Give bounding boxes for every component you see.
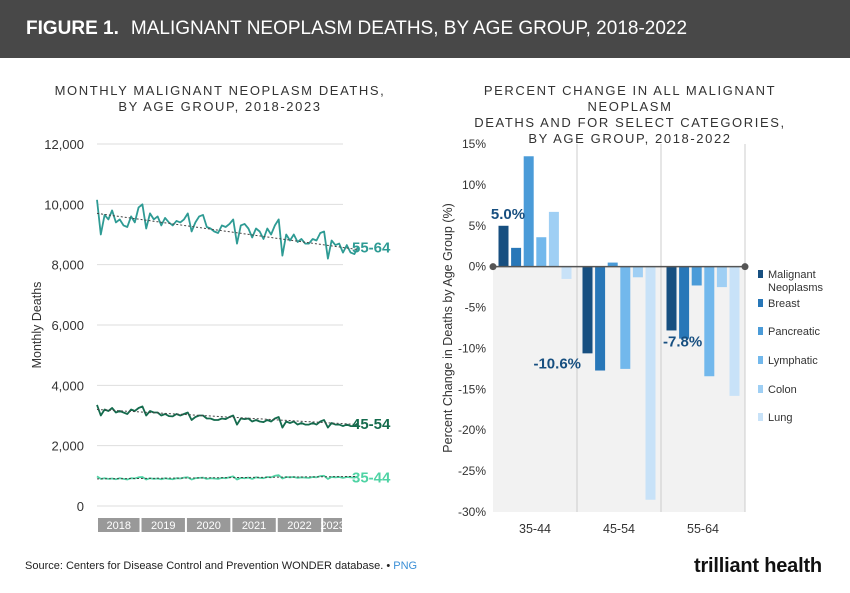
y-tick-label: 8,000 [51,258,84,273]
line-chart-title-line: BY AGE GROUP, 2018-2023 [118,99,322,114]
trilliant-health-logo: trilliant health [694,555,822,577]
bar-pancreatic [691,266,702,286]
y-tick-label: -30% [458,505,486,519]
zero-line-endpoint [489,263,497,271]
bar-pancreatic [523,156,534,267]
bar-malignant-neoplasms [582,266,593,354]
x-tick-label: 35-44 [519,522,551,536]
year-band [232,518,276,532]
y-axis-label: Percent Change in Deaths by Age Group (%… [441,203,455,452]
png-link[interactable]: PNG [393,560,418,572]
y-tick-label: -15% [458,382,486,396]
legend-label: Lymphatic [768,355,818,367]
bar-lung [561,266,572,279]
legend-swatch [758,385,763,393]
source-text: Source: Centers for Disease Control and … [25,560,384,572]
legend-label: Neoplasms [768,282,824,294]
bar-lung [645,266,656,500]
data-label: -7.8% [663,333,702,350]
x-tick-label: 55-64 [687,522,719,536]
legend-swatch [758,327,763,335]
legend-label: Pancreatic [768,326,820,338]
legend-label: Lung [768,412,792,424]
bar-lymphatic [704,266,715,377]
year-label: 2019 [151,520,175,532]
y-tick-label: 5% [469,219,487,233]
line-chart: 0 2,000 4,000 6,000 8,000 10,000 12,000 Monthly… [30,137,391,532]
figure-label: FIGURE 1. [26,18,119,39]
bar-chart: 15% 10% 5% 0% -5% -10% -15% -20% -25% -30% Percent… [441,137,824,536]
legend-swatch [758,299,763,307]
year-band [186,518,231,532]
y-tick-label: 10% [462,178,486,192]
bar-malignant-neoplasms [498,225,509,267]
figure-title: FIGURE 1. MALIGNANT NEOPLASM DEATHS, BY A… [26,18,687,40]
series-label: 45-54 [352,416,391,433]
figure-title-text: MALIGNANT NEOPLASM DEATHS, BY AGE GROUP,… [130,18,688,39]
y-tick-label: 6,000 [51,318,84,333]
legend-swatch [758,413,763,421]
series-line-45-54 [96,404,359,429]
data-label: 5.0% [491,206,525,223]
bar-lymphatic [620,266,631,369]
legend-label: Breast [768,298,800,310]
y-tick-label: -20% [458,423,486,437]
y-tick-label: 4,000 [51,378,84,393]
trend-line-45-54 [96,408,359,426]
y-axis-label: Monthly Deaths [30,282,44,369]
bar-chart-title-line: BY AGE GROUP, 2018-2022 [528,131,732,146]
bar-chart-title-line: PERCENT CHANGE IN ALL MALIGNANT NEOPLASM [483,83,777,114]
source-bullet: • [386,560,391,572]
legend-label: Malignant [768,269,816,281]
series-label: 55-64 [352,240,391,257]
year-band [323,518,342,532]
series-line-35-44 [96,474,359,481]
legend-swatch [758,270,763,278]
year-band [141,518,185,532]
zero-line-endpoint [741,263,749,271]
bar-breast [595,266,606,371]
legend-swatch [758,356,763,364]
bar-pancreatic [607,262,618,267]
y-tick-label: -5% [465,301,487,315]
y-tick-label: 15% [462,137,486,151]
series-line-55-64 [96,199,359,260]
source-note: Source: Centers for Disease Control and … [25,560,417,572]
series-label: 35-44 [352,469,391,486]
year-label: 2020 [196,520,220,532]
line-chart-title: MONTHLY MALIGNANT NEOPLASM DEATHS, BY AG… [40,83,400,115]
trend-line-35-44 [96,475,359,480]
bar-breast [511,247,522,267]
year-label: 2018 [107,520,131,532]
bar-breast [679,266,690,339]
bar-colon [548,211,559,267]
y-tick-label: -25% [458,464,486,478]
year-label: 2021 [242,520,266,532]
year-band [98,518,140,532]
y-tick-label: 10,000 [44,197,84,212]
data-label: -10.6% [533,355,581,372]
bar-chart-title-line: DEATHS AND FOR SELECT CATEGORIES, [474,115,786,130]
year-band [277,518,322,532]
x-tick-label: 45-54 [603,522,635,536]
year-label: 2023 [320,520,344,532]
negative-region [493,266,745,512]
bar-lymphatic [536,237,547,267]
y-tick-label: 0 [77,499,84,514]
legend-label: Colon [768,384,797,396]
year-label: 2022 [287,520,311,532]
line-chart-title-line: MONTHLY MALIGNANT NEOPLASM DEATHS, [54,83,386,98]
bar-chart-title: PERCENT CHANGE IN ALL MALIGNANT NEOPLASM… [440,83,820,147]
bar-lung [729,266,740,396]
bar-colon [632,266,643,278]
bar-malignant-neoplasms [666,266,677,331]
figure-banner: FIGURE 1. MALIGNANT NEOPLASM DEATHS, BY A… [0,0,850,58]
y-tick-label: -10% [458,341,486,355]
bar-colon [716,266,727,288]
y-tick-label: 0% [469,260,487,274]
y-tick-label: 12,000 [44,137,84,152]
y-tick-label: 2,000 [51,439,84,454]
